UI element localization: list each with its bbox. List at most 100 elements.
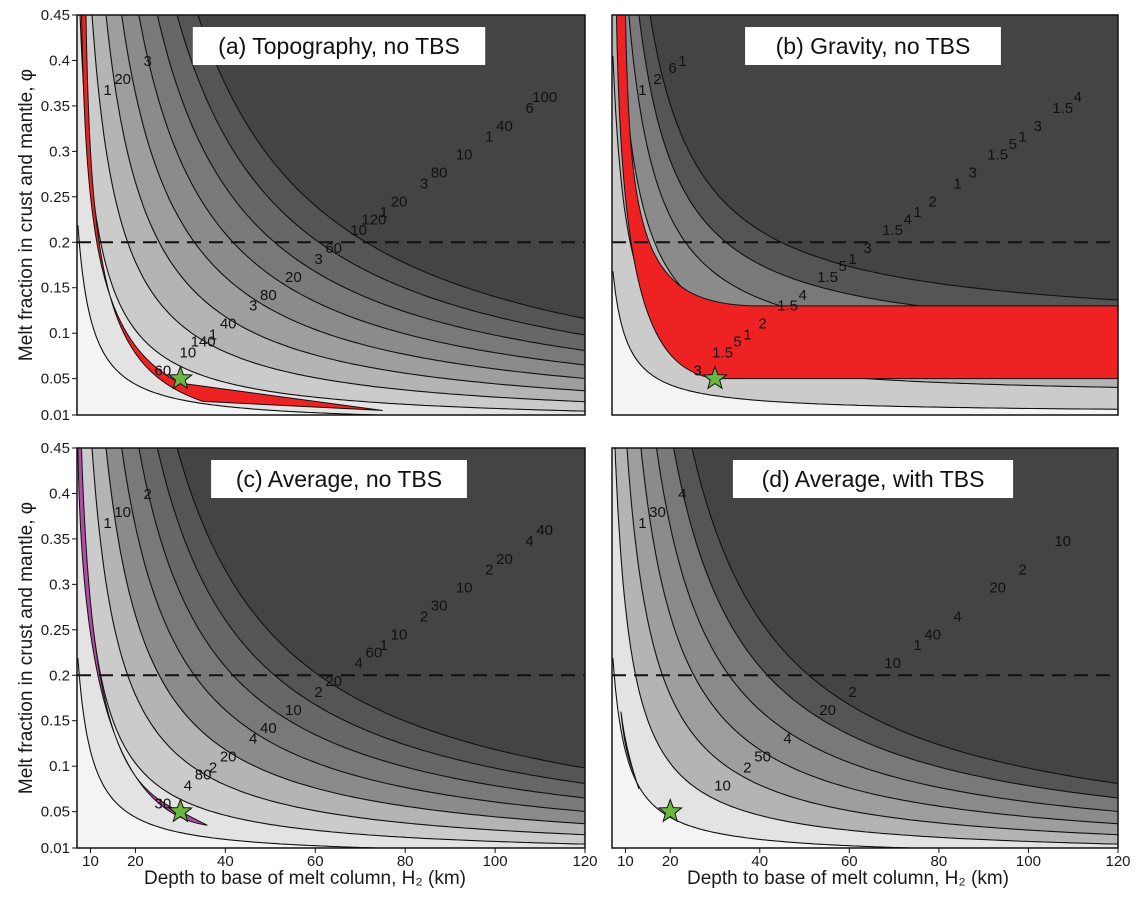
y-tick-label: 0.05 bbox=[41, 804, 70, 821]
y-tick-label: 0.25 bbox=[41, 622, 70, 639]
contour-line bbox=[91, 15, 585, 403]
contour-label: 80 bbox=[431, 165, 448, 182]
contour-band bbox=[197, 15, 585, 319]
contour-label: 5 bbox=[839, 258, 847, 275]
y-tick-label: 0.45 bbox=[41, 440, 70, 457]
y-tick-label: 0.01 bbox=[41, 840, 70, 857]
contour-label: 120 bbox=[361, 211, 386, 228]
contour-line bbox=[691, 448, 1118, 785]
plot-frame bbox=[76, 447, 586, 849]
y-tick-label: 0.3 bbox=[49, 576, 70, 593]
contour-label: 60 bbox=[325, 240, 342, 257]
contour-label: 80 bbox=[195, 767, 212, 784]
y-tick-label: 0.4 bbox=[49, 485, 70, 502]
contour-line bbox=[640, 448, 1118, 825]
panel-title: (c) Average, no TBS bbox=[236, 466, 442, 492]
y-axis-label-top: Melt fraction in crust and mantle, φ bbox=[16, 69, 37, 361]
contour-line bbox=[612, 658, 934, 848]
y-tick-label: 0.1 bbox=[49, 325, 70, 342]
contour-label: 20 bbox=[819, 702, 836, 719]
contour-line bbox=[655, 448, 1118, 813]
y-tick-label: 0.35 bbox=[41, 98, 70, 115]
y-tick-label: 0.2 bbox=[49, 667, 70, 684]
contour-label: 10 bbox=[884, 655, 901, 672]
contour-label: 40 bbox=[924, 626, 941, 643]
contour-label: 10 bbox=[114, 504, 131, 521]
x-tick-label: 60 bbox=[841, 853, 858, 870]
contour-label: 1 bbox=[953, 175, 961, 192]
x-axis-label-right: Depth to base of melt column, H₂ (km) bbox=[687, 868, 1009, 889]
contour-line bbox=[626, 448, 1118, 836]
contour-label: 4 bbox=[783, 731, 791, 748]
y-tick-label: 0.35 bbox=[41, 531, 70, 548]
contour-label: 50 bbox=[754, 749, 771, 766]
contour-label: 10 bbox=[456, 580, 473, 597]
contour-label: 10 bbox=[350, 222, 367, 239]
panel-title-box bbox=[211, 460, 467, 498]
contour-label: 10 bbox=[285, 702, 302, 719]
contour-label: 40 bbox=[496, 118, 513, 135]
contour-label: 10 bbox=[456, 147, 473, 164]
contour-label: 2 bbox=[743, 760, 751, 777]
x-tick-label: 120 bbox=[1105, 853, 1130, 870]
panel-title-box bbox=[745, 27, 1001, 65]
contour-band bbox=[177, 448, 585, 768]
contour-label: 1 bbox=[380, 204, 388, 221]
contour-label: 20 bbox=[391, 193, 408, 210]
contour-label: 4 bbox=[678, 486, 686, 503]
contour-label: 1 bbox=[1018, 129, 1026, 146]
panel-title: (d) Average, with TBS bbox=[762, 466, 985, 492]
panel-title: (a) Topography, no TBS bbox=[218, 33, 460, 59]
contour-label: 1.5 bbox=[882, 222, 903, 239]
contour-label: 2 bbox=[929, 193, 937, 210]
contour-line bbox=[91, 448, 585, 836]
contour-label: 3 bbox=[144, 53, 152, 70]
x-tick-label: 100 bbox=[1016, 853, 1041, 870]
contour-label: 1 bbox=[743, 327, 751, 344]
contour-label: 1 bbox=[638, 515, 646, 532]
contour-label: 40 bbox=[260, 720, 277, 737]
best-fit-star bbox=[167, 365, 194, 390]
contour-label: 4 bbox=[249, 731, 257, 748]
x-tick-label: 20 bbox=[127, 853, 144, 870]
contour-label: 4 bbox=[525, 533, 533, 550]
contour-label: 20 bbox=[496, 551, 513, 568]
contour-label: 2 bbox=[144, 486, 152, 503]
contour-label: 1.5 bbox=[987, 147, 1008, 164]
contour-label: 80 bbox=[260, 287, 277, 304]
contour-label: 2 bbox=[314, 684, 322, 701]
contour-label: 1 bbox=[380, 637, 388, 654]
panel-d: 1 1 2 2 2 4 4 4 10 10 10 20 20 30 40 50 (d) Average, wit… bbox=[611, 447, 1131, 870]
x-tick-label: 60 bbox=[307, 853, 324, 870]
contour-label: 2 bbox=[848, 684, 856, 701]
panel-a: 1 1 1 1 3 3 3 3 6 10 10 10 20 20 20 40 40 60 60 80 80 100 120 1… bbox=[41, 7, 586, 424]
x-tick-label: 80 bbox=[931, 853, 948, 870]
x-tick-label: 10 bbox=[617, 853, 634, 870]
contour-label: 3 bbox=[249, 298, 257, 315]
contour-label: 3 bbox=[1034, 118, 1042, 135]
contour-label: 4 bbox=[799, 287, 807, 304]
best-fit-region bbox=[620, 711, 640, 790]
contour-line bbox=[156, 15, 585, 352]
contour-label: 2 bbox=[758, 316, 766, 333]
contour-label: 4 bbox=[904, 211, 912, 228]
panel-title-box bbox=[732, 460, 1014, 498]
best-fit-star bbox=[702, 365, 728, 390]
contour-line bbox=[79, 15, 585, 412]
x-tick-label: 40 bbox=[217, 853, 234, 870]
y-tick-label: 0.2 bbox=[49, 234, 70, 251]
contour-label: 1 bbox=[848, 251, 856, 268]
contour-label: 10 bbox=[391, 626, 408, 643]
contour-label: 30 bbox=[649, 504, 666, 521]
best-fit-region bbox=[615, 15, 1118, 380]
contour-line bbox=[197, 15, 585, 320]
contour-label: 3 bbox=[969, 165, 977, 182]
best-fit-region bbox=[80, 15, 383, 411]
contour-label: 10 bbox=[714, 777, 731, 794]
x-tick-label: 100 bbox=[483, 853, 508, 870]
contour-label: 1.5 bbox=[1052, 100, 1073, 117]
contour-label: 2 bbox=[1018, 562, 1026, 579]
contour-label: 10 bbox=[1054, 533, 1071, 550]
contour-line bbox=[176, 15, 585, 336]
contour-line bbox=[614, 448, 1118, 845]
